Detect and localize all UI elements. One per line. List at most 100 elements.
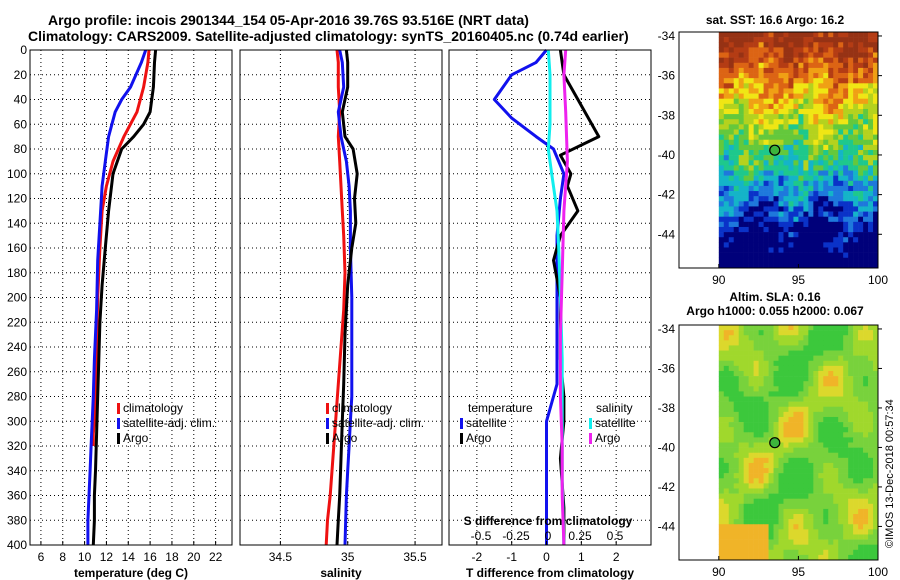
map-cell: [798, 144, 804, 151]
map-cell: [753, 226, 759, 233]
map-cell: [788, 165, 794, 171]
map-cell: [793, 519, 799, 525]
map-cell: [773, 165, 779, 171]
map-cell: [858, 93, 864, 99]
map-cell: [818, 129, 824, 135]
map-cell: [793, 185, 799, 192]
map-cell: [763, 519, 769, 525]
map-cell: [868, 549, 874, 556]
map-cell: [718, 108, 725, 115]
map-cell: [828, 150, 834, 156]
map-cell: [723, 119, 730, 125]
map-cell: [738, 52, 744, 58]
map-cell: [853, 180, 859, 187]
map-cell: [773, 350, 779, 356]
map-cell: [743, 462, 749, 469]
map-cell: [773, 498, 779, 505]
map-cell: [718, 160, 725, 166]
map-cell: [768, 508, 774, 515]
map-cell: [753, 360, 759, 367]
map-cell: [763, 447, 769, 454]
map-cell: [833, 201, 839, 207]
map-cell: [728, 257, 735, 264]
map-cell: [818, 493, 824, 499]
map-cell: [793, 129, 799, 135]
map-cell: [873, 93, 879, 99]
map-cell: [728, 468, 735, 474]
map-cell: [823, 42, 829, 48]
map-cell: [843, 185, 849, 192]
map-cell: [823, 534, 829, 540]
map-cell: [758, 191, 764, 197]
map-cell: [818, 554, 824, 561]
map-cell: [838, 139, 844, 146]
map-cell: [848, 406, 854, 413]
map-cell: [843, 503, 849, 510]
map-cell: [848, 175, 854, 182]
map-cell: [838, 134, 844, 141]
map-cell: [798, 370, 804, 377]
map-cell: [828, 381, 834, 387]
map-cell: [853, 544, 859, 551]
map-cell: [828, 416, 834, 423]
map-cell: [793, 539, 799, 545]
map-cell: [868, 134, 874, 141]
map-cell: [783, 119, 789, 125]
map-cell: [813, 544, 819, 551]
map-cell: [873, 180, 879, 187]
map-cell: [853, 350, 859, 356]
map-cell: [793, 108, 799, 115]
map-cell: [733, 519, 739, 525]
map-cell: [823, 416, 829, 423]
map-cell: [838, 325, 844, 331]
map-cell: [778, 411, 784, 418]
map-cell: [798, 78, 804, 84]
map-cell: [748, 226, 754, 233]
map-cell: [873, 52, 879, 58]
map-cell: [773, 37, 779, 43]
map-cell: [773, 335, 779, 341]
map-cell: [853, 196, 859, 202]
map-cell: [858, 549, 864, 556]
map-cell: [733, 457, 739, 464]
map-cell: [818, 78, 824, 84]
map-cell: [858, 381, 864, 387]
map-cell: [853, 345, 859, 351]
map-cell: [778, 108, 784, 115]
map-cell: [823, 196, 829, 202]
map-cell: [783, 432, 789, 438]
map-cell: [853, 191, 859, 197]
map-cell: [753, 88, 759, 94]
map-cell: [728, 483, 735, 489]
map-cell: [833, 119, 839, 125]
map-cell: [733, 52, 739, 58]
map-cell: [868, 226, 874, 233]
map-cell: [768, 262, 774, 269]
map-cell: [793, 498, 799, 505]
map-cell: [848, 370, 854, 377]
y-tick-label: -36: [658, 361, 676, 375]
map-cell: [848, 381, 854, 387]
map-cell: [863, 211, 869, 217]
map-cell: [873, 160, 879, 166]
map-cell: [728, 242, 735, 248]
map-cell: [863, 252, 869, 259]
map-cell: [768, 185, 774, 192]
map-cell: [748, 124, 754, 130]
map-cell: [783, 416, 789, 423]
map-cell: [748, 391, 754, 397]
y-tick-label: -44: [658, 227, 676, 241]
map-cell: [798, 391, 804, 397]
map-cell: [803, 32, 809, 38]
map-cell: [743, 52, 749, 58]
map-cell: [833, 232, 839, 238]
map-cell: [843, 93, 849, 99]
map-cell: [828, 134, 834, 141]
map-cell: [853, 493, 859, 499]
y-tick-label: 100: [7, 167, 27, 181]
map-cell: [718, 144, 725, 151]
map-cell: [788, 335, 794, 341]
map-cell: [798, 47, 804, 53]
map-cell: [728, 340, 735, 346]
map-cell: [863, 129, 869, 135]
